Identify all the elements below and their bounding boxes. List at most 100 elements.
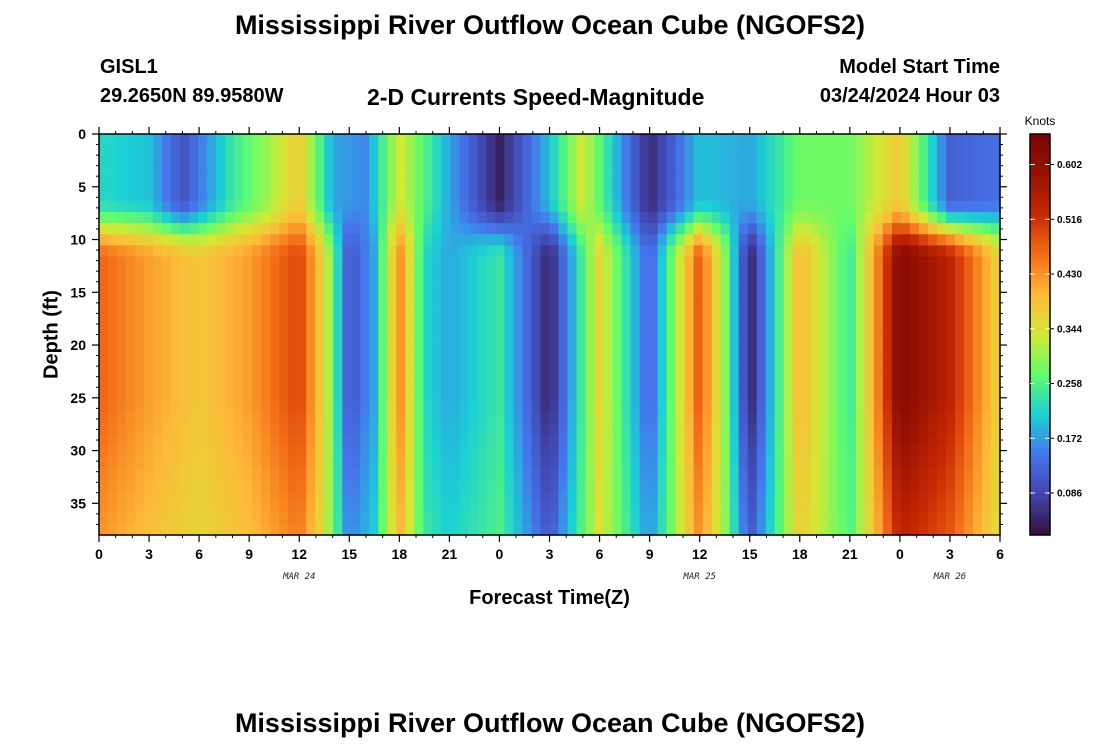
heatmap-cell xyxy=(234,178,244,191)
heatmap-cell xyxy=(234,367,244,380)
heatmap-cell xyxy=(135,267,145,280)
heatmap-cell xyxy=(567,379,578,391)
heatmap-cell xyxy=(558,156,569,169)
heatmap-cell xyxy=(459,178,470,191)
heatmap-cell xyxy=(675,278,686,291)
heatmap-cell xyxy=(675,323,686,336)
heatmap-cell xyxy=(990,278,1001,291)
heatmap-cell xyxy=(873,334,884,347)
heatmap-cell xyxy=(351,412,361,425)
heatmap-cell xyxy=(675,490,686,503)
heatmap-cell xyxy=(405,412,415,425)
heatmap-cell xyxy=(810,468,821,480)
heatmap-cell xyxy=(495,457,506,469)
heatmap-cell xyxy=(396,523,406,536)
heatmap-cell xyxy=(873,234,884,246)
heatmap-cell xyxy=(144,245,154,258)
heatmap-cell xyxy=(855,134,866,146)
heatmap-cell xyxy=(621,423,632,436)
heatmap-cell xyxy=(891,501,902,514)
heatmap-cell xyxy=(864,289,875,302)
heatmap-cell xyxy=(891,367,902,380)
heatmap-cell xyxy=(486,445,497,458)
heatmap-cell xyxy=(198,479,208,492)
heatmap-cell xyxy=(621,345,632,358)
heatmap-cell xyxy=(873,256,884,269)
heatmap-cell xyxy=(702,200,713,213)
heatmap-cell xyxy=(243,200,253,213)
heatmap-cell xyxy=(243,479,253,492)
heatmap-cell xyxy=(603,401,614,414)
heatmap-cell xyxy=(729,412,740,425)
heatmap-cell xyxy=(585,490,596,503)
heatmap-cell xyxy=(108,501,118,514)
heatmap-cell xyxy=(675,156,686,169)
heatmap-cell xyxy=(360,512,370,525)
heatmap-cell xyxy=(189,267,199,280)
heatmap-cell xyxy=(936,145,947,157)
heatmap-cell xyxy=(810,289,821,302)
heatmap-cell xyxy=(504,278,515,291)
heatmap-cell xyxy=(558,490,569,503)
heatmap-cell xyxy=(873,479,884,492)
heatmap-cell xyxy=(774,256,785,269)
heatmap-cell xyxy=(117,301,127,313)
heatmap-cell xyxy=(540,334,551,347)
heatmap-cell xyxy=(324,301,334,313)
heatmap-cell xyxy=(720,412,731,425)
heatmap-cell xyxy=(648,512,659,525)
heatmap-cell xyxy=(990,490,1001,503)
heatmap-cell xyxy=(342,334,352,347)
heatmap-cell xyxy=(630,200,641,213)
heatmap-cell xyxy=(567,289,578,302)
heatmap-cell xyxy=(270,390,280,402)
heatmap-cell xyxy=(900,490,911,503)
heatmap-cell xyxy=(126,234,136,246)
heatmap-cell xyxy=(576,245,587,258)
heatmap-cell xyxy=(810,423,821,436)
heatmap-cell xyxy=(117,200,127,213)
heatmap-cell xyxy=(315,345,325,358)
heatmap-cell xyxy=(954,334,965,347)
heatmap-cell xyxy=(702,379,713,391)
heatmap-cell xyxy=(423,523,433,536)
heatmap-cell xyxy=(324,412,334,425)
heatmap-cell xyxy=(783,256,794,269)
heatmap-cell xyxy=(189,479,199,492)
heatmap-cell xyxy=(360,356,370,369)
heatmap-cell xyxy=(369,134,379,146)
heatmap-cell xyxy=(927,245,938,258)
heatmap-cell xyxy=(153,367,163,380)
heatmap-cell xyxy=(801,223,812,235)
heatmap-cell xyxy=(612,334,623,347)
heatmap-cell xyxy=(414,289,424,302)
heatmap-cell xyxy=(765,301,776,313)
heatmap-cell xyxy=(270,178,280,191)
heatmap-cell xyxy=(621,278,632,291)
heatmap-cell xyxy=(486,334,497,347)
heatmap-cell xyxy=(819,512,830,525)
heatmap-cell xyxy=(603,156,614,169)
heatmap-cell xyxy=(315,211,325,224)
heatmap-cell xyxy=(819,523,830,536)
heatmap-cell xyxy=(333,145,343,157)
heatmap-cell xyxy=(720,134,731,146)
heatmap-cell xyxy=(153,479,163,492)
heatmap-cell xyxy=(864,434,875,447)
heatmap-cell xyxy=(864,211,875,224)
heatmap-cell xyxy=(450,156,460,169)
heatmap-cell xyxy=(945,278,956,291)
heatmap-cell xyxy=(189,289,199,302)
heatmap-cell xyxy=(198,167,208,180)
heatmap-cell xyxy=(576,367,587,380)
heatmap-cell xyxy=(936,278,947,291)
colorbar-label: 0.516 xyxy=(1057,215,1082,226)
heatmap-cell xyxy=(693,457,704,469)
heatmap-cell xyxy=(981,278,992,291)
heatmap-cell xyxy=(360,289,370,302)
heatmap-cell xyxy=(567,334,578,347)
heatmap-cell xyxy=(990,312,1001,324)
heatmap-cell xyxy=(765,434,776,447)
heatmap-cell xyxy=(531,234,542,246)
heatmap-cell xyxy=(702,301,713,313)
